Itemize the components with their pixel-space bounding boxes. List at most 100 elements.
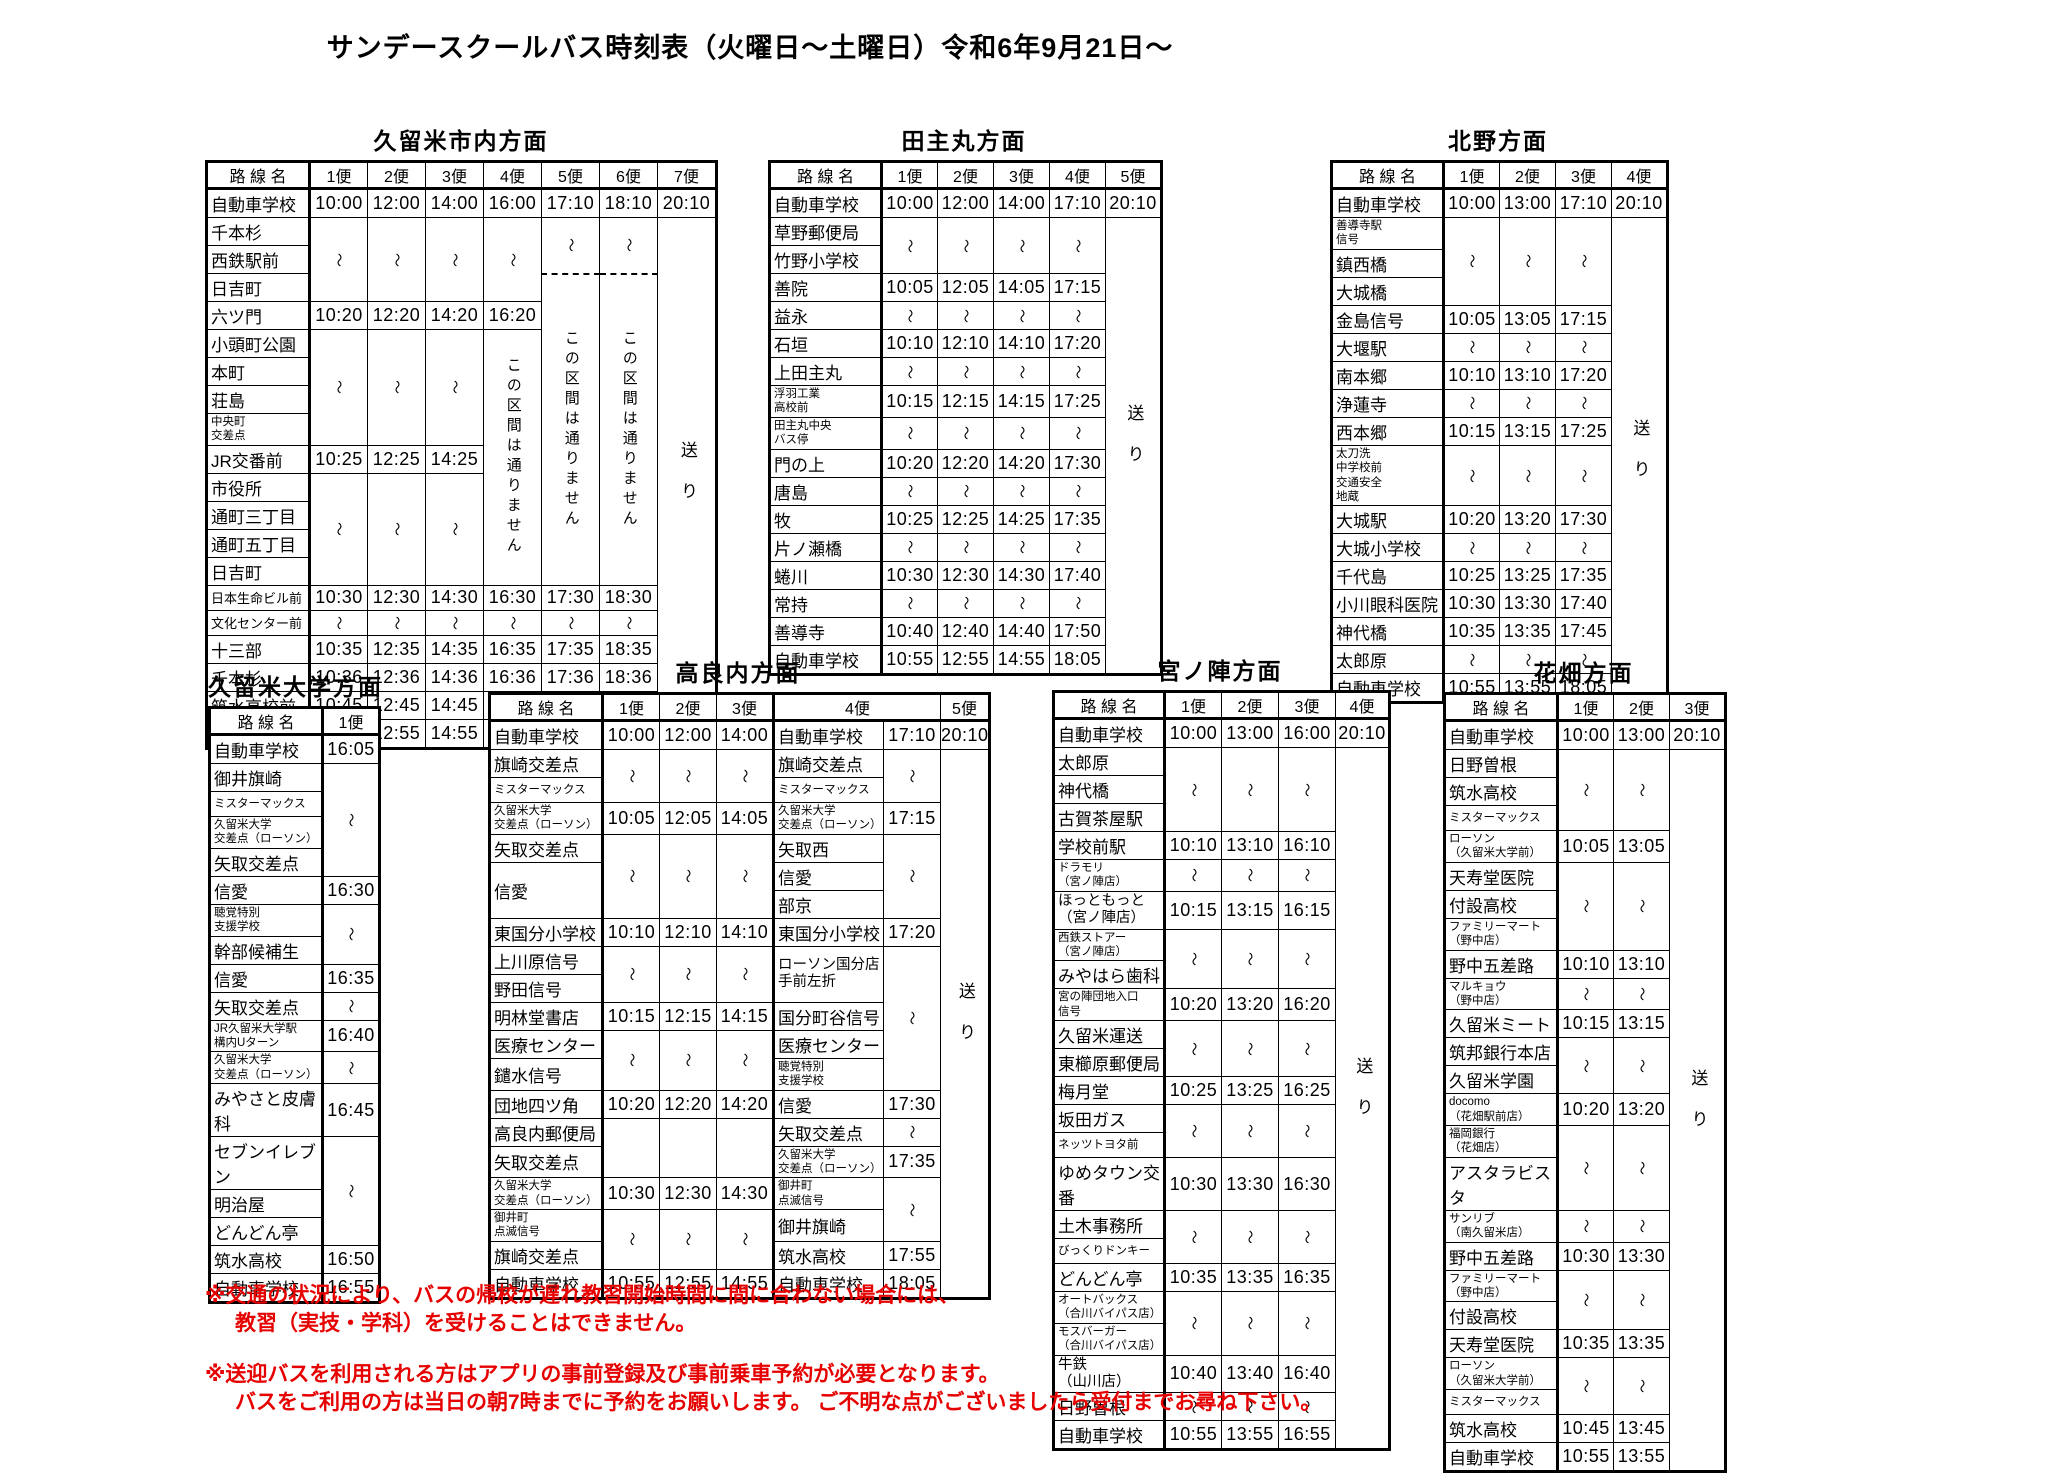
stop-name-cell: 片ノ瀬橋 [769, 532, 883, 562]
stop-name-cell: 矢取交差点 [209, 847, 324, 877]
skip-mark-cell: 〜 [425, 609, 484, 636]
time-cell: 13:25 [1499, 561, 1556, 591]
skip-mark-cell: 〜 [993, 476, 1050, 506]
skip-mark-cell: 〜 [881, 532, 938, 562]
skip-wave-icon: 〜 [902, 596, 918, 610]
stop-name-cell: サンリブ （南久留米店） [1444, 1209, 1559, 1243]
skip-mark-cell: 〜 [993, 588, 1050, 618]
skip-wave-icon: 〜 [904, 1011, 920, 1026]
skip-mark-cell: 〜 [1049, 217, 1106, 274]
stop-name-cell: 御井町 点滅信号 [489, 1209, 604, 1242]
stop-name-cell: びっくりドンキー [1053, 1238, 1166, 1265]
skip-wave-icon: 〜 [1578, 1219, 1594, 1234]
skip-mark-cell: 〜 [1278, 1104, 1336, 1159]
skip-mark-cell: 〜 [881, 357, 938, 386]
time-cell: 13:10 [1221, 831, 1279, 860]
time-cell: 18:10 [599, 188, 658, 218]
skip-wave-icon: 〜 [343, 812, 359, 827]
skip-wave-icon: 〜 [1242, 951, 1258, 966]
time-cell: 14:45 [425, 690, 484, 720]
time-cell: 10:20 [881, 448, 938, 478]
stop-name-cell: 明林堂書店 [489, 1001, 604, 1031]
dropoff-only-cell: 送り [940, 749, 990, 1299]
time-cell: 13:15 [1613, 1009, 1670, 1039]
skip-wave-icon: 〜 [1578, 986, 1594, 1001]
stop-name-cell: 自動車学校 [773, 1268, 884, 1299]
skip-mark-cell: 〜 [881, 588, 938, 618]
time-cell: 14:00 [425, 188, 484, 218]
time-cell: 14:20 [716, 1089, 775, 1119]
time-cell: 14:15 [716, 1001, 775, 1031]
time-cell: 12:05 [937, 273, 994, 302]
stop-name-cell: どんどん亭 [1053, 1263, 1166, 1293]
time-cell: 10:10 [1164, 831, 1222, 860]
time-cell: 17:30 [541, 584, 600, 611]
time-cell: 13:10 [1613, 949, 1670, 979]
skip-wave-icon: 〜 [623, 1232, 640, 1247]
stop-name-cell: 矢取西 [773, 833, 884, 863]
time-cell: 14:55 [716, 1268, 775, 1299]
time-cell: 13:40 [1221, 1354, 1279, 1394]
time-cell: 17:20 [1555, 360, 1612, 390]
time-cell: 12:20 [367, 301, 426, 330]
stop-name-cell: 筑水高校 [773, 1240, 884, 1270]
time-cell: 13:55 [1613, 1442, 1670, 1472]
skip-wave-icon: 〜 [623, 967, 640, 982]
skip-mark-cell: 〜 [367, 329, 426, 446]
stop-name-cell: 自動車学校 [769, 644, 883, 675]
time-cell: 10:30 [1557, 1241, 1614, 1271]
skip-mark-cell: 〜 [1555, 533, 1612, 563]
time-cell: 12:15 [659, 1001, 717, 1031]
table-section-tanushimaru: 田主丸方面 路 線 名 1便 2便 3便 4便 5便 自動車学校 10:00 12:00 14:0… [768, 122, 1163, 676]
skip-wave-icon: 〜 [1069, 364, 1086, 379]
column-header: 6便 [599, 161, 658, 190]
stop-name-cell: 常持 [769, 588, 883, 618]
stop-name-cell: 信愛 [489, 861, 604, 919]
time-cell: 10:15 [881, 385, 938, 418]
skip-mark-cell: 〜 [1613, 1357, 1670, 1415]
skip-wave-icon: 〜 [1299, 1041, 1315, 1056]
skip-wave-icon: 〜 [680, 1232, 696, 1247]
skip-wave-icon: 〜 [620, 238, 637, 253]
skip-wave-icon: 〜 [902, 308, 918, 323]
skip-mark-cell: 〜 [602, 1029, 660, 1091]
stop-name-cell: 善院 [769, 273, 883, 302]
column-header: 1便 [881, 161, 938, 190]
dropoff-vertical-label: 送り [677, 441, 697, 524]
skip-mark-cell: 〜 [1443, 388, 1500, 418]
time-cell: 12:55 [937, 644, 994, 675]
stop-name-cell: 野田信号 [489, 973, 604, 1003]
skip-mark-cell: 〜 [425, 472, 484, 586]
time-cell: 16:00 [483, 188, 542, 218]
time-cell: 13:20 [1613, 1093, 1670, 1126]
time-cell: 13:45 [1613, 1414, 1670, 1443]
time-cell: 10:10 [1443, 360, 1500, 390]
skip-wave-icon: 〜 [1575, 468, 1592, 483]
skip-wave-icon: 〜 [562, 615, 579, 630]
dropoff-only-cell: 送り [657, 217, 717, 749]
time-cell: 12:20 [659, 1089, 717, 1119]
skip-wave-icon: 〜 [1633, 899, 1650, 914]
dropoff-vertical-label: 送り [1630, 418, 1650, 501]
time-cell: 18:30 [599, 584, 658, 611]
skip-mark-cell: 〜 [1164, 928, 1222, 990]
skip-wave-icon: 〜 [446, 615, 463, 630]
column-header: 4便 [483, 161, 542, 190]
time-cell: 14:00 [716, 720, 775, 750]
time-cell: 13:30 [1221, 1157, 1279, 1212]
skip-wave-icon: 〜 [504, 615, 521, 630]
timetable-grid: 路 線 名 1便 2便 3便 自動車学校 10:00 13:00 20:10 日野曽根〜〜送り筑… [1443, 692, 1727, 1473]
skip-mark-cell: 〜 [1613, 749, 1670, 831]
skip-mark-cell: 〜 [541, 609, 600, 636]
stop-name-cell: ネッツトヨタ前 [1053, 1132, 1166, 1159]
skip-wave-icon: 〜 [1575, 396, 1592, 411]
time-cell: 17:40 [1555, 589, 1612, 619]
skip-wave-icon: 〜 [1519, 340, 1536, 355]
stop-name-cell: 六ツ門 [206, 301, 311, 330]
stop-name-cell: 西鉄駅前 [206, 245, 311, 274]
stop-name-cell: ローソン国分店 手前左折 [773, 945, 884, 1003]
skip-wave-icon: 〜 [1242, 1230, 1258, 1245]
time-cell: 16:45 [322, 1083, 380, 1137]
skip-wave-icon: 〜 [680, 1053, 696, 1068]
skip-wave-icon: 〜 [623, 769, 640, 783]
